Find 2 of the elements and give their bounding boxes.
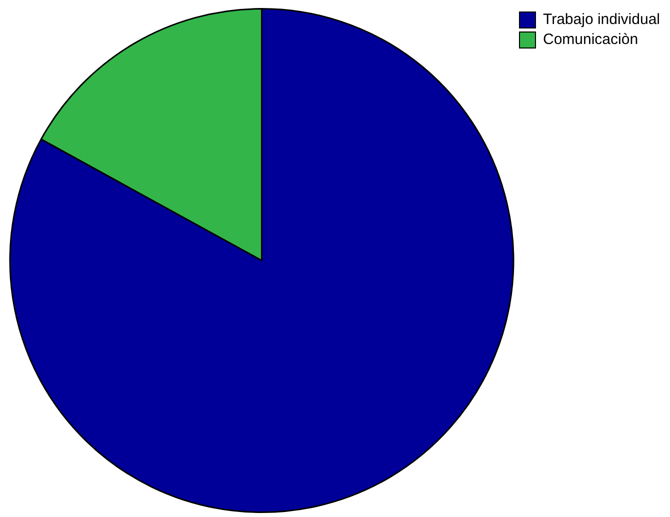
legend-label: Comunicaciòn — [542, 31, 638, 48]
legend-label: Trabajo individual — [542, 11, 660, 28]
